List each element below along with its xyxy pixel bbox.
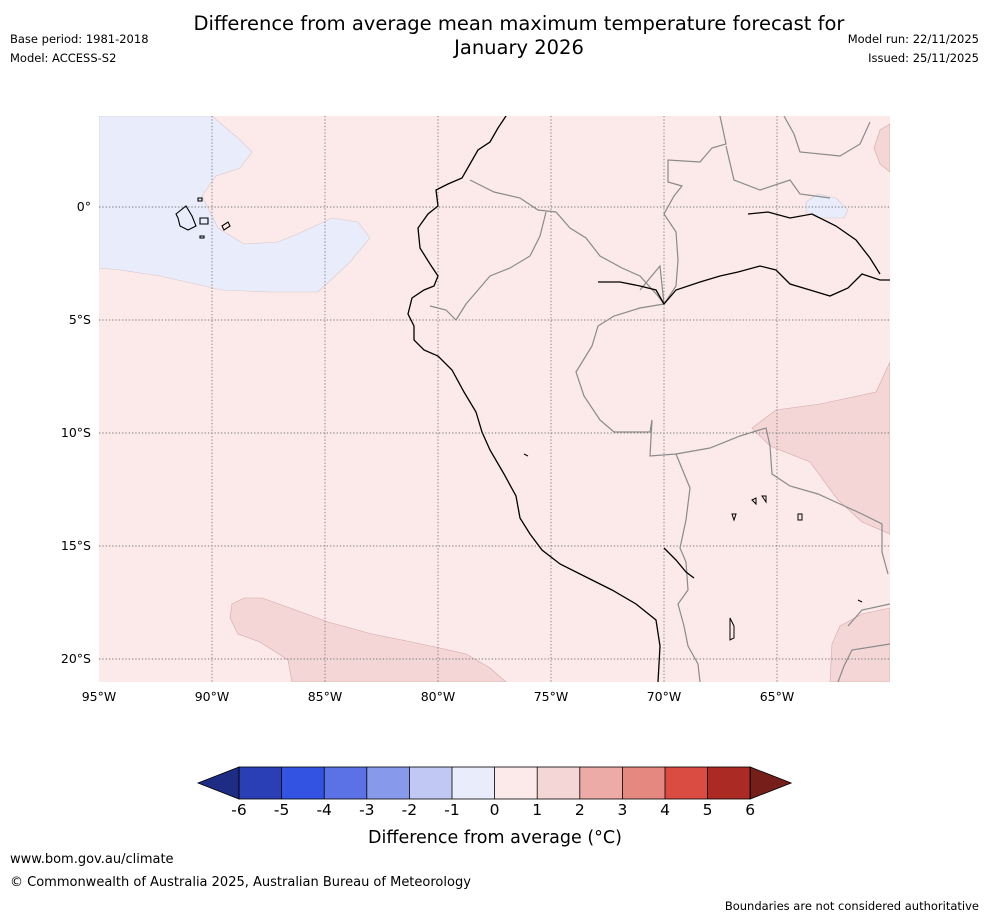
- lon-label-85w: 85°W: [307, 689, 343, 704]
- colorbar-segment: [707, 767, 751, 799]
- lat-label-5s: 5°S: [68, 312, 91, 327]
- lat-label-20s: 20°S: [60, 651, 91, 666]
- colorbar-outline: [238, 766, 751, 800]
- colorbar-tick-label: 3: [617, 801, 628, 819]
- colorbar-segment: [537, 767, 581, 799]
- colorbar-tick-label: -2: [401, 801, 418, 819]
- colorbar-tick-label: -5: [273, 801, 290, 819]
- anomaly-fill-0-to-1: [99, 116, 890, 682]
- map-title: Difference from average mean maximum tem…: [124, 12, 914, 60]
- colorbar-tick-label: 2: [574, 801, 585, 819]
- colorbar-segment: [494, 767, 538, 799]
- colorbar-tick-label: 5: [702, 801, 713, 819]
- colorbar-segment: [239, 767, 283, 799]
- colorbar-segment: [366, 767, 410, 799]
- anomaly-fill-neg-northeast: [805, 193, 849, 219]
- title-line-1: Difference from average mean maximum tem…: [193, 12, 845, 35]
- colorbar-segment: [281, 767, 325, 799]
- boundary-disclaimer: Boundaries are not considered authoritat…: [724, 899, 979, 913]
- colorbar-tick-label: 0: [489, 801, 500, 819]
- lon-label-65w: 65°W: [759, 689, 795, 704]
- lat-label-0: 0°: [76, 199, 91, 214]
- colorbar-segment: [665, 767, 709, 799]
- lon-label-90w: 90°W: [194, 689, 230, 704]
- anomaly-fill-1-2-northeast: [873, 123, 890, 173]
- colorbar-segment: [324, 767, 368, 799]
- title-line-2: January 2026: [454, 36, 584, 59]
- model-run: Model run: 22/11/2025: [847, 32, 979, 46]
- base-period: Base period: 1981-2018: [10, 32, 149, 46]
- lon-label-80w: 80°W: [420, 689, 456, 704]
- colorbar-extend-high: [749, 766, 793, 800]
- colorbar-segment: [579, 767, 623, 799]
- colorbar-segment: [622, 767, 666, 799]
- galapagos-islands: [175, 197, 231, 239]
- colorbar: [196, 766, 793, 800]
- colorbar-tick-label: -3: [359, 801, 375, 819]
- anomaly-fill-neg-west: [99, 116, 371, 293]
- colorbar-tick-label: 4: [660, 801, 670, 819]
- colorbar-tick-label: -4: [316, 801, 332, 819]
- lon-label-75w: 75°W: [533, 689, 569, 704]
- coastlines: [407, 116, 890, 682]
- colorbar-tick-label: -1: [444, 801, 460, 819]
- issued-date: Issued: 25/11/2025: [868, 51, 979, 65]
- lake-islands: [523, 453, 863, 641]
- lat-label-15s: 15°S: [60, 538, 91, 553]
- copyright-notice: © Commonwealth of Australia 2025, Austra…: [10, 875, 471, 890]
- lat-label-10s: 10°S: [60, 425, 91, 440]
- lon-label-70w: 70°W: [646, 689, 682, 704]
- colorbar-segment: [452, 767, 496, 799]
- website-url: www.bom.gov.au/climate: [10, 852, 174, 867]
- colorbar-tick-label: 6: [745, 801, 756, 819]
- anomaly-fill-1-2-southwest: [229, 597, 507, 682]
- colorbar-title: Difference from average (°C): [368, 828, 622, 848]
- country-borders: [429, 116, 890, 682]
- colorbar-tick-label: 1: [532, 801, 543, 819]
- colorbar-segment: [409, 767, 453, 799]
- colorbar-tick-label: -6: [231, 801, 247, 819]
- lon-label-95w: 95°W: [81, 689, 117, 704]
- colorbar-extend-low: [196, 766, 240, 800]
- model-name: Model: ACCESS-S2: [10, 51, 117, 65]
